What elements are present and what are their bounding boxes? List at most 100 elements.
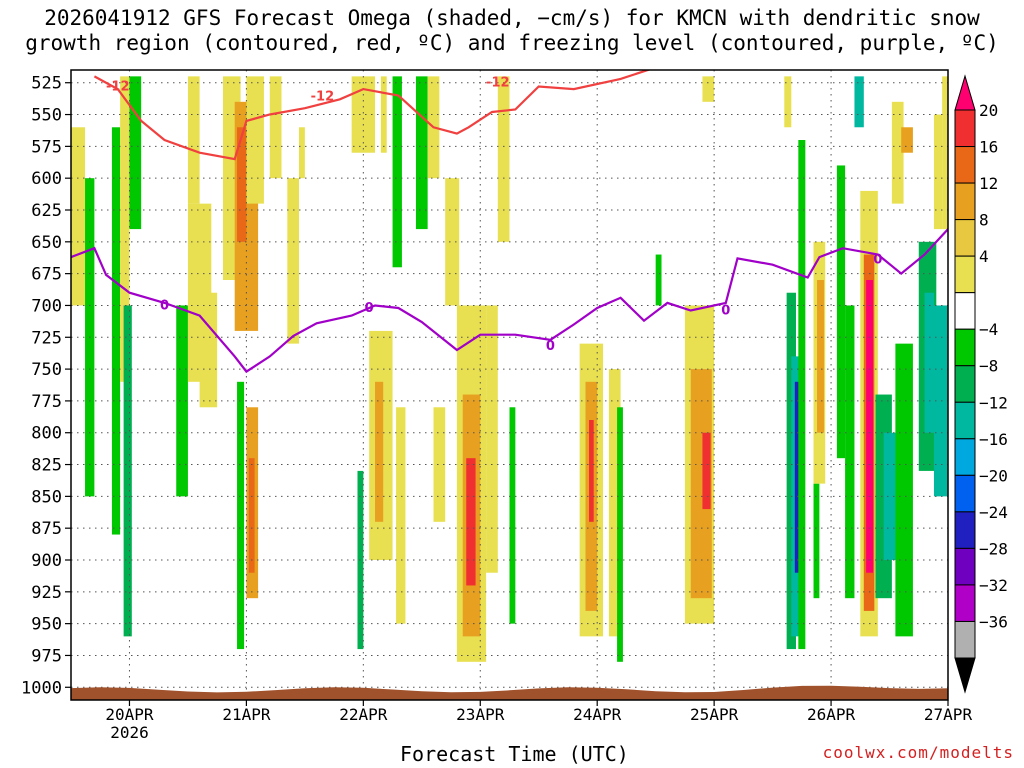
omega-cell-64 — [901, 127, 913, 153]
y-tick-label: 800 — [31, 424, 62, 444]
x-tick-year: 2026 — [110, 723, 149, 742]
freezing-contour-label: 0 — [546, 339, 555, 354]
y-tick-label: 775 — [31, 392, 62, 412]
y-tick-label: 825 — [31, 456, 62, 476]
ground-layer — [71, 685, 948, 700]
colorbar-box-3 — [954, 182, 976, 221]
x-axis-label: Forecast Time (UTC) — [400, 742, 629, 766]
colorbar-box-13 — [954, 547, 976, 586]
omega-cell-6 — [176, 305, 188, 497]
y-tick-label: 725 — [31, 328, 62, 348]
colorbar-label: 20 — [979, 101, 998, 120]
colorbar-box-7 — [954, 328, 976, 367]
omega-cell-4 — [129, 76, 142, 230]
omega-cell-54 — [817, 280, 825, 433]
omega-cell-26 — [396, 407, 406, 624]
omega-cell-69 — [933, 114, 943, 230]
omega-cell-39 — [589, 420, 594, 522]
colorbar-label: −8 — [979, 357, 998, 376]
y-tick-label: 575 — [31, 137, 62, 157]
colorbar-label: −20 — [979, 466, 1008, 485]
freezing-contour-label: 0 — [873, 252, 882, 267]
omega-cell-9 — [199, 292, 218, 408]
x-tick-label: 20APR — [105, 705, 154, 724]
y-tick-label: 525 — [31, 74, 62, 94]
omega-cell-45 — [702, 432, 711, 510]
x-tick-label: 23APR — [456, 705, 505, 724]
colorbar-label: −36 — [979, 612, 1008, 631]
credit-text: coolwx.com/modelts — [822, 743, 1014, 762]
omega-cell-14 — [237, 381, 245, 650]
omega-cell-65 — [895, 343, 913, 637]
x-tick-label: 25APR — [690, 705, 739, 724]
x-tick-label: 26APR — [807, 705, 856, 724]
dgz-contour-label: -12 — [486, 76, 510, 91]
omega-cell-7 — [187, 76, 200, 204]
x-tick-label: 24APR — [573, 705, 622, 724]
omega-cell-27 — [415, 76, 428, 230]
omega-cell-52 — [813, 483, 820, 599]
freezing-contour-label: 0 — [721, 303, 730, 318]
colorbar-box-14 — [954, 584, 976, 622]
omega-cell-63 — [891, 101, 904, 204]
colorbar-box-8 — [954, 365, 976, 403]
omega-cell-42 — [655, 254, 662, 306]
colorbar-label: −4 — [979, 320, 998, 339]
omega-cell-20 — [351, 76, 376, 153]
y-tick-label: 550 — [31, 106, 62, 126]
x-tick-label: 21APR — [222, 705, 271, 724]
omega-cell-23 — [375, 381, 384, 522]
colorbar-box-4 — [954, 219, 976, 257]
colorbar-label: −32 — [979, 576, 1008, 595]
omega-cell-51 — [798, 140, 806, 650]
omega-shading-layer — [71, 76, 948, 662]
omega-cell-12 — [237, 127, 247, 242]
omega-cell-29 — [433, 407, 446, 522]
omega-cell-57 — [854, 76, 864, 128]
contour-layer: -12 -12 -12 0 0 0 0 0 — [71, 70, 948, 374]
freezing-level-contour — [71, 228, 948, 374]
colorbar-label: 4 — [979, 247, 989, 266]
ground-surface — [71, 685, 948, 700]
colorbar-label: −24 — [979, 503, 1008, 522]
colorbar-label: −16 — [979, 430, 1008, 449]
y-tick-label: 925 — [31, 583, 62, 603]
chart-title: 2026041912 GFS Forecast Omega (shaded, −… — [0, 6, 1024, 56]
omega-cell-68 — [933, 305, 948, 497]
freezing-contour-label: 0 — [365, 301, 374, 316]
omega-cell-36 — [497, 76, 510, 242]
dgz-contour-label: -12 — [311, 90, 335, 105]
omega-cell-25 — [392, 76, 402, 268]
omega-cell-17 — [287, 178, 300, 344]
colorbar-box-6 — [954, 292, 976, 330]
colorbar-top-arrow — [954, 74, 976, 111]
omega-cell-13 — [246, 76, 264, 204]
colorbar-box-1 — [954, 109, 976, 148]
y-tick-label: 875 — [31, 519, 62, 539]
freezing-contour-label: 0 — [160, 298, 169, 313]
y-tick-label: 975 — [31, 646, 62, 666]
colorbar: 20 16 12 8 4 −4 −8 −12 −16 −20 −24 −28 −32 −36 — [954, 74, 1008, 694]
y-tick-label: 1000 — [21, 678, 62, 698]
omega-cell-34 — [486, 305, 498, 573]
omega-cell-33 — [466, 458, 476, 586]
colorbar-box-10 — [954, 438, 976, 476]
colorbar-box-9 — [954, 401, 976, 440]
colorbar-label: 12 — [979, 174, 998, 193]
omega-cell-60 — [866, 280, 874, 573]
colorbar-label: 16 — [979, 138, 998, 157]
colorbar-box-5 — [954, 255, 976, 294]
omega-cell-18 — [269, 76, 282, 179]
omega-cell-30 — [445, 178, 460, 306]
omega-cell-40 — [608, 369, 621, 637]
dgz-contour-label: -12 — [106, 79, 130, 94]
colorbar-box-2 — [954, 146, 976, 184]
colorbar-box-11 — [954, 474, 976, 513]
title-line-1: 2026041912 GFS Forecast Omega (shaded, −… — [44, 6, 980, 30]
omega-cell-3 — [120, 76, 130, 382]
grid-layer — [71, 70, 948, 700]
omega-cell-67 — [924, 292, 934, 433]
colorbar-label: −28 — [979, 539, 1008, 558]
omega-cell-44 — [690, 369, 712, 599]
